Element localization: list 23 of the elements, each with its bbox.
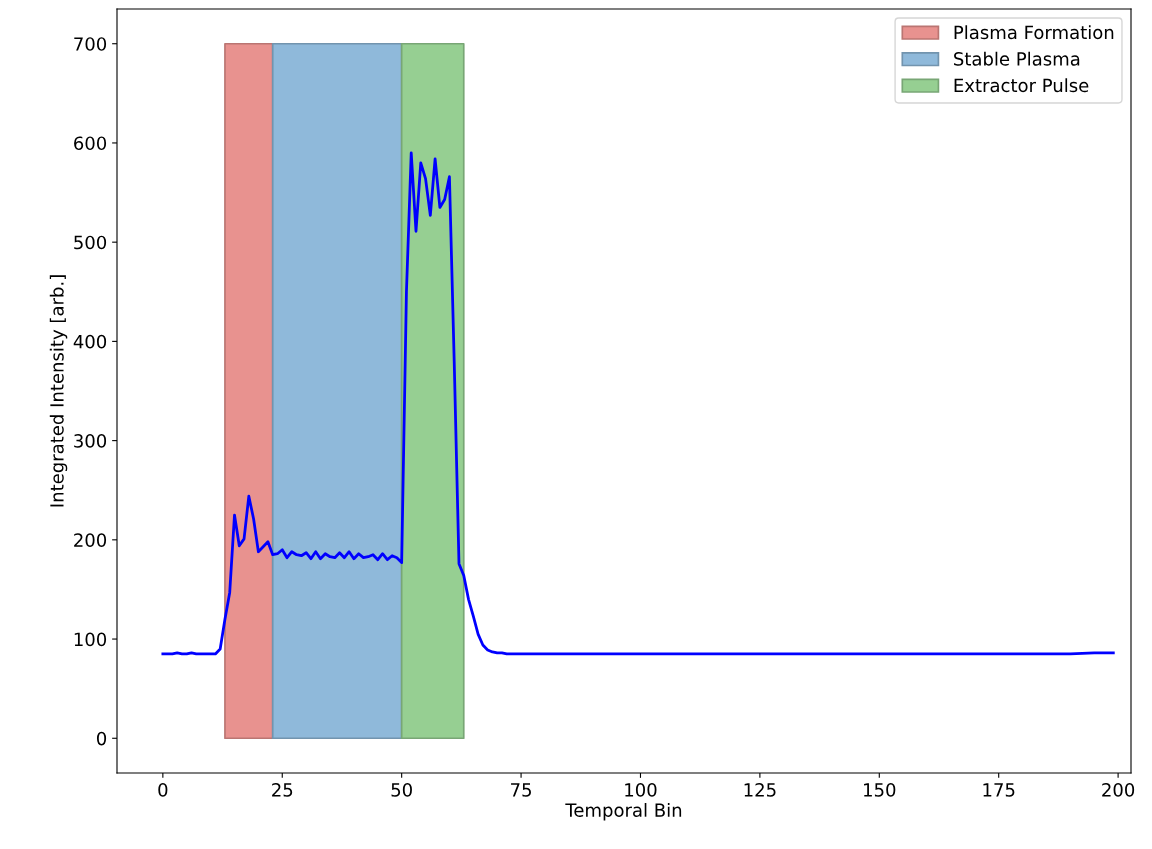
- y-tick-label: 100: [74, 632, 107, 647]
- x-tick-label: 175: [983, 783, 1015, 797]
- y-tick-label: 0: [96, 731, 107, 746]
- y-tick-label: 500: [74, 235, 107, 250]
- y-axis-title: Integrated Intensity [arb.]: [49, 275, 68, 507]
- y-tick-label: 200: [74, 533, 107, 547]
- x-tick-label: 25: [272, 783, 293, 797]
- x-axis-title: Temporal Bin: [565, 802, 682, 821]
- x-tick-label: 0: [158, 783, 168, 797]
- x-tick-label: 75: [511, 783, 531, 797]
- legend-label: Plasma Formation: [954, 25, 1114, 40]
- x-tick-label: 150: [864, 783, 896, 797]
- y-tick-label: 700: [74, 37, 107, 51]
- x-tick-label: 100: [625, 783, 657, 797]
- x-tick-label: 200: [1102, 783, 1135, 797]
- y-tick-label: 300: [74, 434, 107, 448]
- y-tick-label: 400: [73, 334, 107, 349]
- x-tick-label: 125: [744, 783, 776, 797]
- x-tick-label: 50: [391, 783, 412, 797]
- line-series: [161, 151, 1115, 656]
- legend-label: Extractor Pulse: [954, 78, 1089, 93]
- legend-label: Stable Plasma: [954, 51, 1080, 66]
- y-tick-label: 600: [74, 136, 107, 151]
